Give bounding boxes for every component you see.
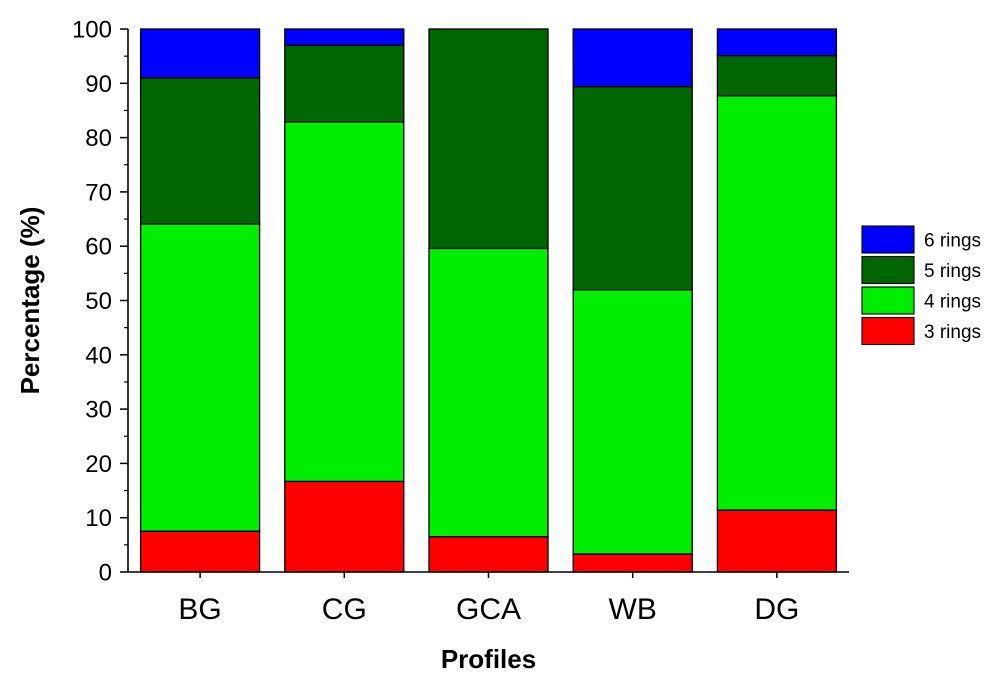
bar-bg-5-rings: [139, 77, 261, 225]
y-tick-label: 30: [85, 397, 112, 424]
x-tick-label: WB: [609, 593, 657, 626]
y-tick-label: 70: [85, 179, 112, 206]
bar-dg-6-rings: [716, 28, 838, 57]
x-axis-title: Profiles: [441, 644, 536, 674]
legend-swatch: [861, 286, 915, 315]
bar-wb-5-rings: [572, 85, 693, 291]
bar-gca-3-rings: [428, 536, 549, 573]
bar-gca-4-rings: [428, 247, 549, 538]
y-tick-label: 10: [85, 505, 112, 532]
bar-dg-5-rings: [716, 54, 838, 97]
legend-swatch: [861, 255, 915, 285]
bar-gca-5-rings: [428, 28, 549, 250]
y-tick-label: 40: [85, 342, 112, 369]
bar-wb-3-rings: [572, 553, 693, 573]
y-tick-label: 90: [85, 71, 112, 98]
bar-dg-4-rings: [716, 95, 838, 511]
y-tick-label: 80: [85, 125, 112, 152]
bar-cg-3-rings: [284, 480, 405, 573]
legend: 6 rings 5 rings 4 rings 3 rings: [861, 225, 981, 346]
y-tick-label: 0: [99, 560, 112, 587]
x-tick-label: DG: [754, 593, 799, 626]
bar-bg-3-rings: [139, 530, 261, 573]
y-tick-label: 60: [85, 234, 112, 261]
bar-bg-4-rings: [139, 223, 261, 532]
legend-label: 3 rings: [924, 322, 981, 343]
legend-label: 4 rings: [924, 292, 981, 313]
y-tick-label: 100: [72, 17, 112, 44]
y-axis-title: Percentage (%): [15, 207, 45, 395]
legend-swatch: [861, 225, 915, 254]
x-tick-label: BG: [178, 593, 221, 626]
legend-label: 5 rings: [924, 261, 981, 282]
bar-cg-4-rings: [284, 121, 405, 483]
legend-label: 6 rings: [924, 231, 981, 252]
bar-wb-6-rings: [572, 28, 693, 88]
bar-cg-5-rings: [284, 44, 405, 123]
bars-layer: [139, 28, 838, 573]
axes-layer: BG CG GCA WB DG 0 10 20 30 40 50 60 70 80 90 100: [72, 17, 849, 626]
x-tick-label: GCA: [456, 593, 521, 626]
x-tick-label: CG: [322, 593, 367, 626]
bar-wb-4-rings: [572, 288, 693, 555]
bar-dg-3-rings: [716, 509, 838, 573]
bar-cg-6-rings: [284, 28, 405, 46]
y-tick-label: 20: [85, 451, 112, 478]
legend-swatch: [861, 316, 915, 346]
bar-bg-6-rings: [139, 28, 261, 79]
y-tick-label: 50: [85, 288, 112, 315]
